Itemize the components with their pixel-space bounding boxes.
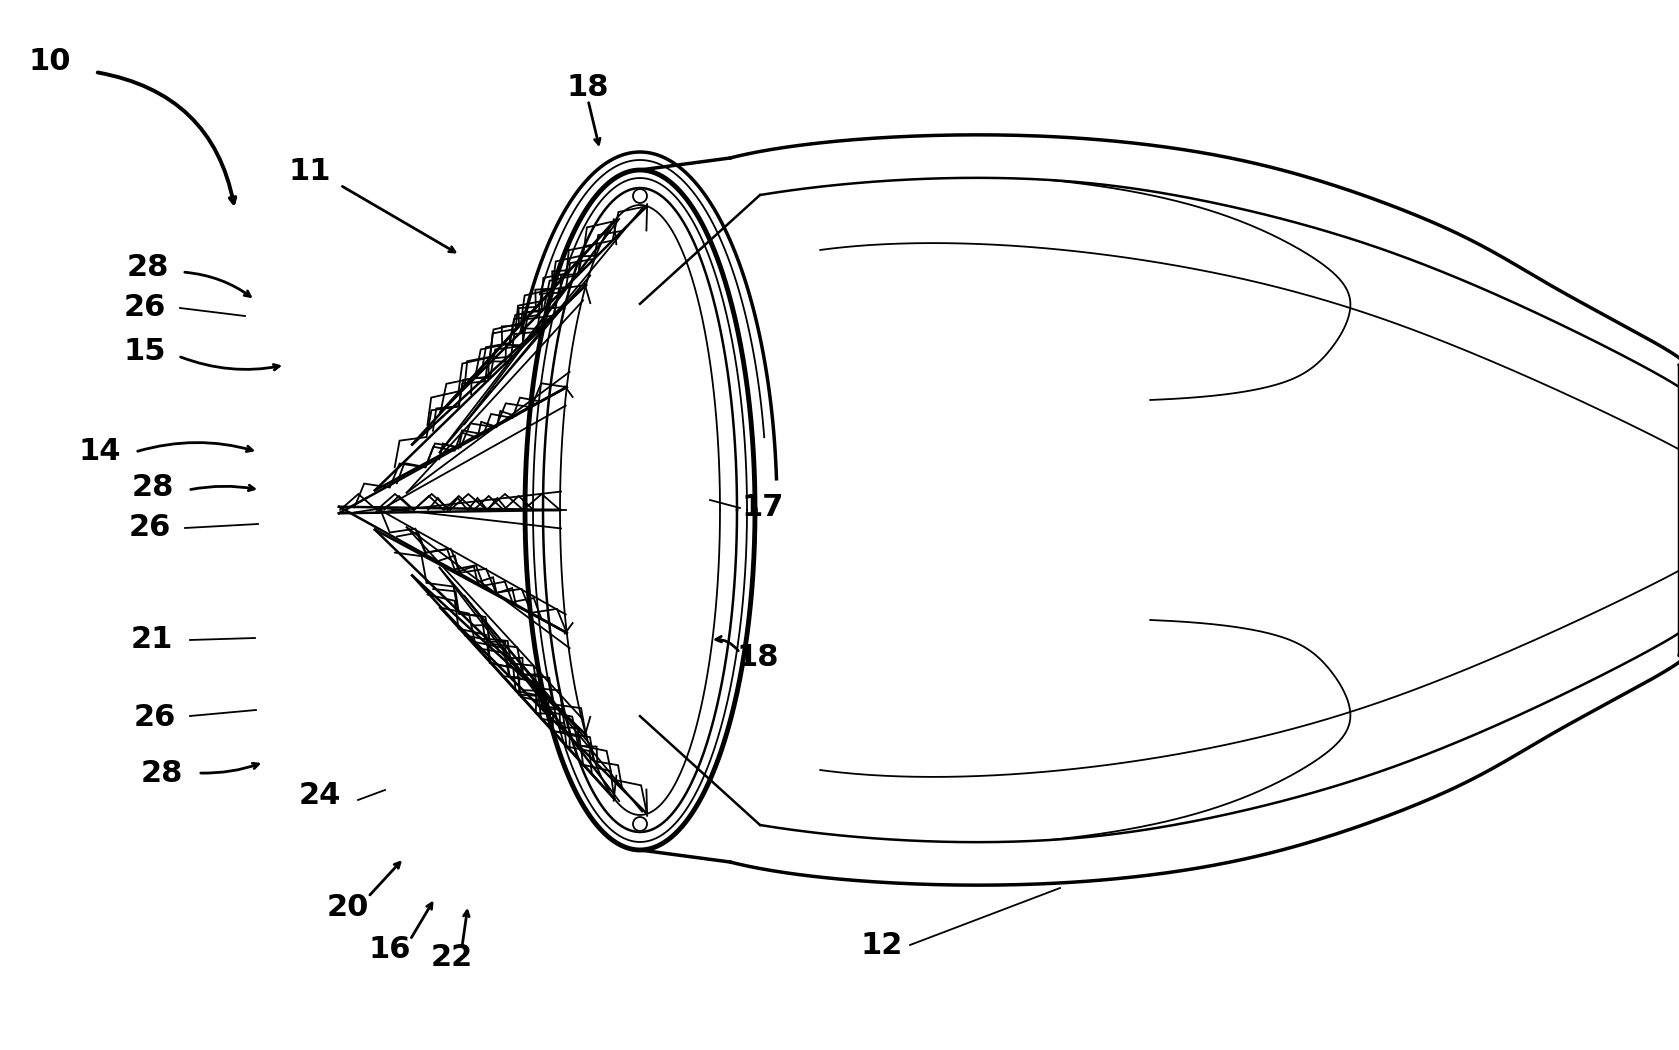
Text: 28: 28 — [141, 758, 183, 788]
Text: 24: 24 — [299, 780, 341, 810]
Text: 28: 28 — [128, 253, 170, 282]
Text: 18: 18 — [568, 74, 609, 103]
Text: 15: 15 — [124, 337, 166, 366]
Text: 14: 14 — [79, 438, 121, 466]
Circle shape — [633, 817, 646, 831]
Text: 12: 12 — [861, 930, 903, 960]
Text: 17: 17 — [742, 494, 784, 523]
Text: 26: 26 — [134, 704, 176, 733]
Text: 18: 18 — [737, 644, 779, 672]
Circle shape — [633, 189, 646, 203]
Text: 26: 26 — [129, 513, 171, 543]
Text: 16: 16 — [369, 936, 411, 965]
Text: 11: 11 — [289, 158, 331, 187]
Text: 21: 21 — [131, 626, 173, 654]
Text: 26: 26 — [124, 294, 166, 322]
Text: 28: 28 — [133, 474, 175, 503]
Text: 20: 20 — [327, 892, 369, 922]
Text: 22: 22 — [432, 943, 473, 971]
Text: 10: 10 — [29, 47, 71, 77]
